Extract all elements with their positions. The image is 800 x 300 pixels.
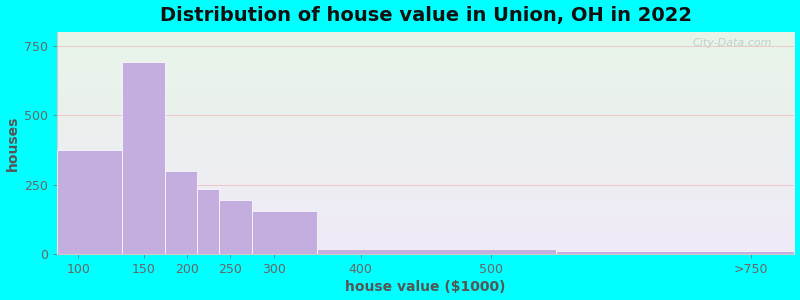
Bar [122, 62, 166, 254]
Bar [252, 211, 317, 254]
Text: City-Data.com: City-Data.com [693, 38, 772, 48]
Bar [57, 150, 122, 254]
Bar [166, 171, 198, 254]
Bar [198, 189, 219, 254]
X-axis label: house value ($1000): house value ($1000) [346, 280, 506, 294]
Bar [317, 249, 556, 254]
Y-axis label: houses: houses [6, 115, 19, 171]
Bar [219, 200, 252, 254]
Title: Distribution of house value in Union, OH in 2022: Distribution of house value in Union, OH… [159, 6, 691, 25]
Bar [556, 251, 794, 254]
